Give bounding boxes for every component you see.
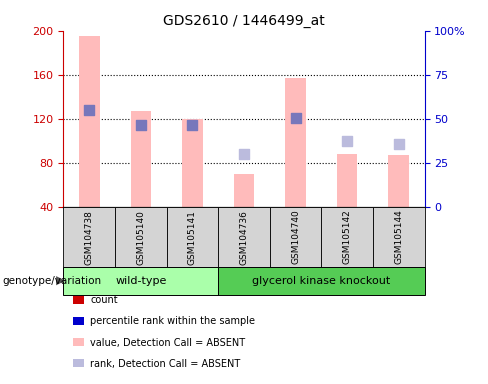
Bar xyxy=(388,156,409,207)
Text: count: count xyxy=(90,295,118,305)
Point xyxy=(240,151,248,157)
Point xyxy=(85,107,93,113)
Point xyxy=(137,121,145,127)
Bar xyxy=(234,174,254,207)
Text: GSM105144: GSM105144 xyxy=(394,210,403,265)
Bar xyxy=(130,111,151,207)
Point xyxy=(188,121,196,127)
Bar xyxy=(182,119,203,207)
Title: GDS2610 / 1446499_at: GDS2610 / 1446499_at xyxy=(163,14,325,28)
Text: GSM104738: GSM104738 xyxy=(85,210,94,265)
Point xyxy=(395,141,403,147)
Text: percentile rank within the sample: percentile rank within the sample xyxy=(90,316,255,326)
Text: glycerol kinase knockout: glycerol kinase knockout xyxy=(252,276,390,286)
Text: GSM104740: GSM104740 xyxy=(291,210,300,265)
Text: value, Detection Call = ABSENT: value, Detection Call = ABSENT xyxy=(90,338,245,348)
Bar xyxy=(285,78,306,207)
Text: wild-type: wild-type xyxy=(115,276,166,286)
Text: GSM105142: GSM105142 xyxy=(343,210,352,265)
Bar xyxy=(337,154,358,207)
Bar xyxy=(79,36,100,207)
Text: rank, Detection Call = ABSENT: rank, Detection Call = ABSENT xyxy=(90,359,241,369)
Text: GSM105140: GSM105140 xyxy=(136,210,145,265)
Text: genotype/variation: genotype/variation xyxy=(2,276,102,286)
Text: GSM104736: GSM104736 xyxy=(240,210,248,265)
Point xyxy=(292,115,300,121)
Point xyxy=(343,138,351,144)
Text: GSM105141: GSM105141 xyxy=(188,210,197,265)
